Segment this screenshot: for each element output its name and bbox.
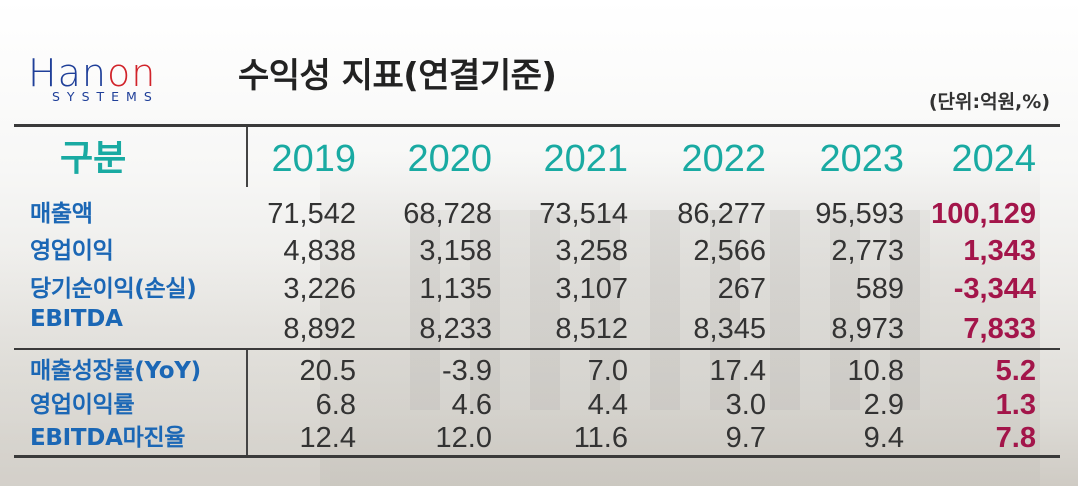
- table-cell: 7.0: [587, 355, 628, 387]
- table-cell: 9.4: [863, 422, 904, 454]
- logo-wordmark: Hanon: [28, 54, 224, 92]
- table-cell: 10.8: [847, 355, 904, 387]
- table-cell: 95,593: [815, 198, 904, 230]
- table-cell: -3.9: [442, 355, 492, 387]
- table-cell: 1,135: [419, 273, 492, 305]
- year-header: 2020: [407, 138, 492, 180]
- table-cell: 12.0: [435, 422, 492, 454]
- table-cell: 8,345: [693, 313, 766, 345]
- table-cell: 3,107: [555, 273, 628, 305]
- table-cell: 8,512: [555, 313, 628, 345]
- table-cell: 2,773: [831, 235, 904, 267]
- table-cell: 2.9: [863, 389, 904, 421]
- table-cell: 3.0: [725, 389, 766, 421]
- table-cell: 3,258: [555, 235, 628, 267]
- page-title: 수익성 지표(연결기준): [238, 56, 557, 96]
- year-header: 2021: [543, 138, 628, 180]
- table-top-rule: [14, 124, 1060, 127]
- table-section-divider: [14, 348, 1060, 350]
- row-label: EBITDA: [30, 306, 123, 332]
- table-cell: 4.4: [587, 389, 628, 421]
- row-label: 매출액: [30, 201, 93, 227]
- year-header: 2023: [819, 138, 904, 180]
- table-row-revenue: 매출액 71,542 68,728 73,514 86,277 95,593 1…: [0, 199, 1078, 229]
- row-label: 당기순이익(손실): [30, 276, 197, 302]
- ratio-column-divider: [246, 350, 248, 455]
- header-column-divider: [246, 127, 248, 187]
- table-bottom-rule: [14, 455, 1060, 458]
- row-label: EBITDA마진율: [30, 425, 186, 451]
- table-cell: 73,514: [539, 198, 628, 230]
- table-cell-highlight: 1,343: [963, 235, 1036, 267]
- table-cell: 8,892: [283, 313, 356, 345]
- table-row-operating-margin: 영업이익률 6.8 4.6 4.4 3.0 2.9 1.3: [0, 390, 1078, 420]
- year-header: 2022: [681, 138, 766, 180]
- table-cell: 11.6: [573, 422, 628, 454]
- table-row-ebitda-margin: EBITDA마진율 12.4 12.0 11.6 9.7 9.4 7.8: [0, 423, 1078, 453]
- table-cell: 9.7: [725, 422, 766, 454]
- table-cell: 20.5: [299, 355, 356, 387]
- table-row-revenue-growth: 매출성장률(YoY) 20.5 -3.9 7.0 17.4 10.8 5.2: [0, 356, 1078, 386]
- logo-subtitle: SYSTEMS: [52, 89, 159, 104]
- table-cell: 71,542: [267, 198, 356, 230]
- row-label: 매출성장률(YoY): [30, 358, 201, 384]
- table-cell-highlight: 7.8: [995, 422, 1036, 454]
- logo-word-part1: Han: [28, 51, 107, 95]
- background-building-image: [320, 150, 1040, 486]
- table-cell: 6.8: [315, 389, 356, 421]
- table-cell: 12.4: [299, 422, 356, 454]
- table-cell-highlight: -3,344: [953, 273, 1036, 305]
- table-cell-highlight: 7,833: [963, 313, 1036, 345]
- table-cell: 17.4: [709, 355, 766, 387]
- row-label: 영업이익률: [30, 392, 135, 418]
- table-cell: 2,566: [693, 235, 766, 267]
- table-cell: 3,158: [419, 235, 492, 267]
- table-row-operating-profit: 영업이익 4,838 3,158 3,258 2,566 2,773 1,343: [0, 236, 1078, 266]
- table-cell: 86,277: [677, 198, 766, 230]
- row-label: 영업이익: [30, 238, 114, 264]
- table-cell-highlight: 1.3: [995, 389, 1036, 421]
- hanon-systems-logo: Hanon SYSTEMS: [28, 54, 224, 108]
- year-header: 2024: [951, 138, 1036, 180]
- unit-note: (단위:억원,%): [928, 91, 1050, 113]
- table-cell: 8,233: [419, 313, 492, 345]
- table-cell: 3,226: [283, 273, 356, 305]
- year-header: 2019: [271, 138, 356, 180]
- table-row-net-income: 당기순이익(손실) 3,226 1,135 3,107 267 589 -3,3…: [0, 274, 1078, 304]
- table-cell: 68,728: [403, 198, 492, 230]
- table-cell-highlight: 100,129: [931, 198, 1036, 230]
- table-cell: 267: [717, 273, 766, 305]
- table-cell-highlight: 5.2: [995, 355, 1036, 387]
- background-image-left: [0, 250, 330, 486]
- logo-word-part2: on: [106, 51, 157, 95]
- table-cell: 4.6: [451, 389, 492, 421]
- table-cell: 8,973: [831, 313, 904, 345]
- table-row-ebitda: EBITDA 8,892 8,233 8,512 8,345 8,973 7,8…: [0, 306, 1078, 344]
- table-cell: 589: [855, 273, 904, 305]
- table-cell: 4,838: [283, 235, 356, 267]
- header-label: 구분: [60, 138, 127, 179]
